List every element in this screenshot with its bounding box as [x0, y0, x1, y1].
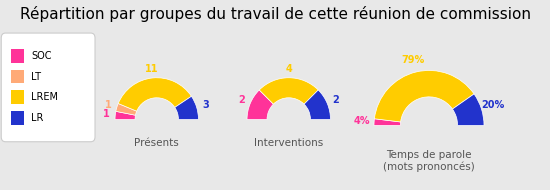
Text: 20%: 20%	[481, 100, 505, 110]
Bar	[10, 49, 24, 63]
Text: Présents: Présents	[134, 138, 179, 148]
Text: LT: LT	[31, 71, 41, 82]
Text: 4: 4	[285, 64, 292, 74]
Wedge shape	[453, 94, 484, 125]
Wedge shape	[374, 119, 400, 125]
Text: 79%: 79%	[401, 55, 425, 65]
Text: LREM: LREM	[31, 92, 58, 102]
Wedge shape	[115, 111, 135, 120]
Wedge shape	[118, 78, 191, 111]
Text: 11: 11	[145, 64, 158, 74]
Wedge shape	[304, 90, 331, 120]
Wedge shape	[375, 70, 474, 122]
Bar	[10, 70, 24, 83]
FancyBboxPatch shape	[1, 33, 95, 142]
Text: Temps de parole
(mots prononcés): Temps de parole (mots prononcés)	[383, 150, 475, 172]
Text: LR: LR	[31, 113, 43, 123]
Text: 1: 1	[104, 100, 112, 110]
Wedge shape	[259, 78, 318, 104]
Wedge shape	[175, 96, 199, 120]
Bar	[10, 111, 24, 125]
Text: SOC: SOC	[31, 51, 52, 61]
Text: 1: 1	[103, 109, 109, 120]
Text: 4%: 4%	[354, 116, 370, 126]
Wedge shape	[247, 90, 273, 120]
Text: 3: 3	[202, 100, 209, 110]
Bar	[10, 90, 24, 104]
Text: Répartition par groupes du travail de cette réunion de commission: Répartition par groupes du travail de ce…	[19, 6, 531, 22]
Text: 2: 2	[238, 95, 245, 105]
Wedge shape	[116, 104, 137, 115]
Text: Interventions: Interventions	[254, 138, 323, 148]
Text: 2: 2	[332, 95, 339, 105]
